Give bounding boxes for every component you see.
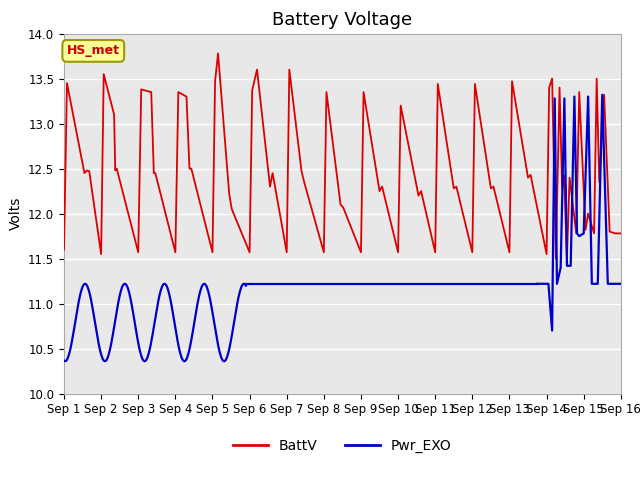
Y-axis label: Volts: Volts [8, 197, 22, 230]
Title: Battery Voltage: Battery Voltage [273, 11, 412, 29]
Text: HS_met: HS_met [67, 44, 120, 58]
Legend: BattV, Pwr_EXO: BattV, Pwr_EXO [227, 433, 458, 459]
